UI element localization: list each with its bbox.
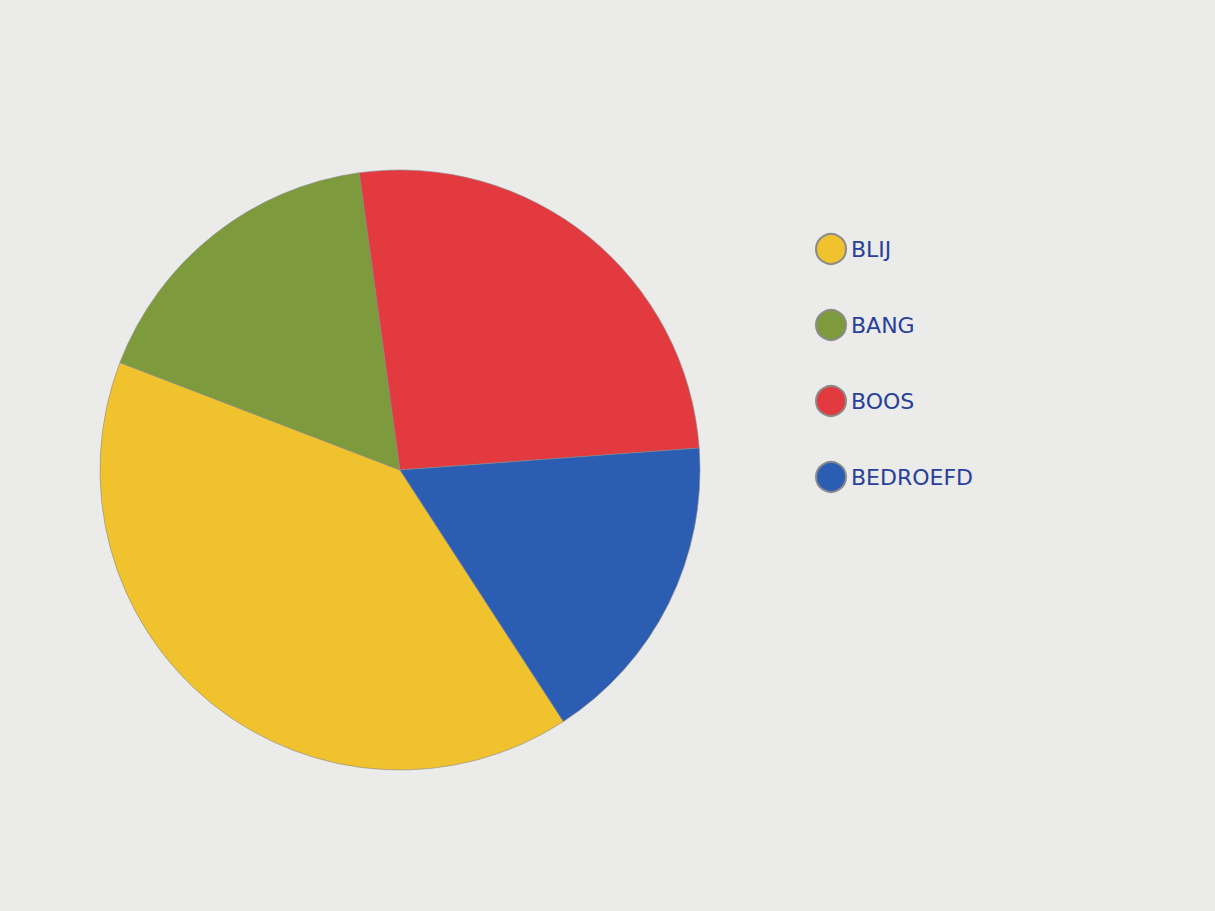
svg-text:BOOS: BOOS (851, 389, 914, 414)
svg-text:BLIJ: BLIJ (851, 237, 891, 262)
svg-text:BANG: BANG (851, 313, 915, 338)
svg-text:BEDROEFD: BEDROEFD (851, 465, 973, 490)
